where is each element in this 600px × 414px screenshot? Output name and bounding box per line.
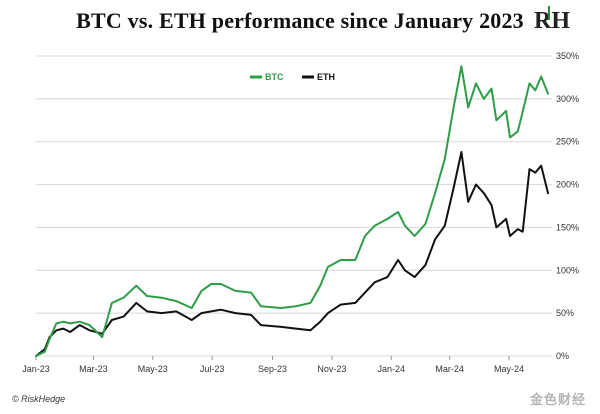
logo-text: RH bbox=[534, 8, 570, 34]
x-tick-label: Jan-24 bbox=[378, 364, 406, 374]
x-tick-label: Nov-23 bbox=[317, 364, 346, 374]
legend: BTC ETH bbox=[250, 72, 335, 82]
watermark: 金色财经 bbox=[529, 392, 586, 407]
legend-label-btc: BTC bbox=[265, 72, 284, 82]
x-tick-label: Mar-23 bbox=[79, 364, 108, 374]
legend-label-eth: ETH bbox=[317, 72, 335, 82]
y-tick-label: 100% bbox=[556, 265, 579, 275]
y-tick-label: 0% bbox=[556, 351, 569, 361]
chart-title: BTC vs. ETH performance since January 20… bbox=[76, 8, 524, 33]
x-tick-label: May-24 bbox=[494, 364, 524, 374]
leaf-icon bbox=[548, 6, 556, 20]
series-line-btc bbox=[35, 65, 549, 357]
footer-credit: © RiskHedge bbox=[12, 394, 66, 404]
x-tick-label: Sep-23 bbox=[258, 364, 287, 374]
x-axis-ticks: Jan-23 Mar-23 May-23 Jul-23 Sep-23 Nov-23 Jan-… bbox=[22, 356, 524, 374]
y-tick-label: 200% bbox=[556, 180, 579, 190]
x-tick-label: Jul-23 bbox=[200, 364, 225, 374]
grid-lines bbox=[36, 55, 552, 357]
y-tick-label: 250% bbox=[556, 137, 579, 147]
series-lines bbox=[35, 65, 549, 357]
x-tick-label: Mar-24 bbox=[435, 364, 464, 374]
series-line-eth bbox=[35, 151, 549, 357]
x-tick-label: May-23 bbox=[138, 364, 168, 374]
y-tick-label: 50% bbox=[556, 308, 574, 318]
y-tick-label: 150% bbox=[556, 222, 579, 232]
x-tick-label: Jan-23 bbox=[22, 364, 50, 374]
y-axis-ticks: 0% 50% 100% 150% 200% 250% 300% 350% bbox=[556, 51, 579, 361]
y-tick-label: 350% bbox=[556, 51, 579, 61]
y-tick-label: 300% bbox=[556, 94, 579, 104]
riskhedge-logo: RH bbox=[534, 6, 570, 35]
